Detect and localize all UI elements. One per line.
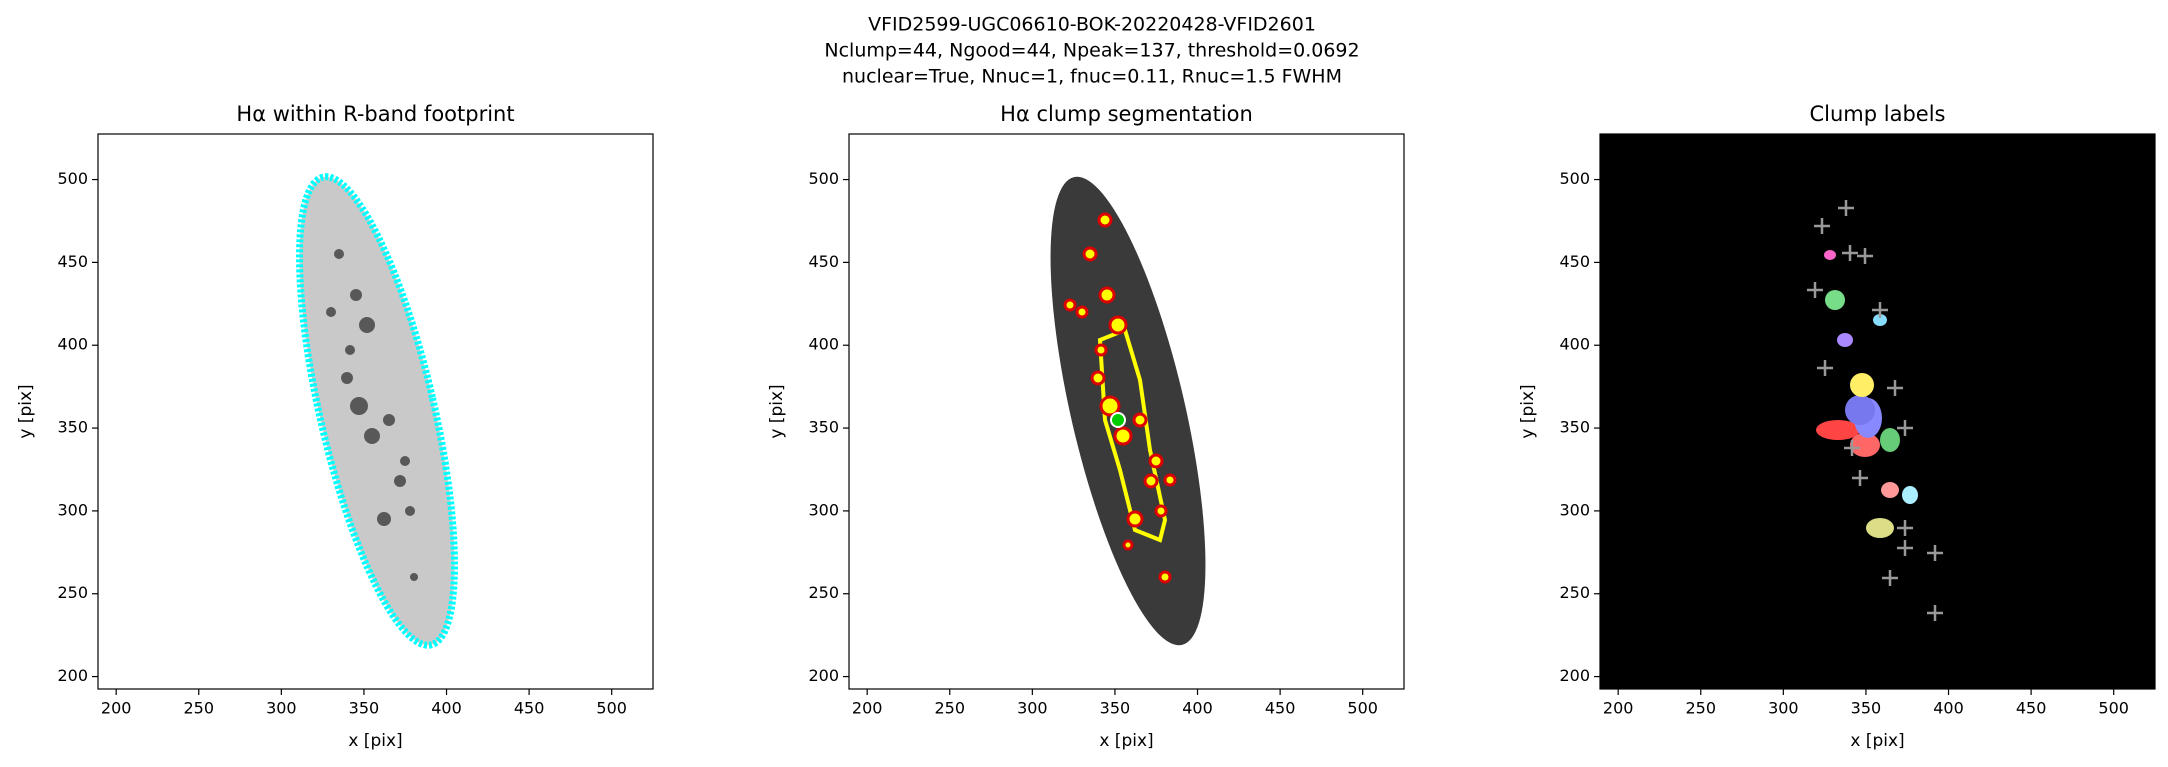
peaks [1807,200,1943,621]
clumps [326,249,418,581]
x-tick-label: 350 [1100,699,1131,718]
image [1050,176,1206,646]
axes-frame [1599,133,2156,690]
x-tick-label: 400 [1182,699,1213,718]
suptitle: Nclump=44, Ngood=44, Npeak=137, threshol… [824,40,1359,62]
y-axis-label: y [pix] [16,384,36,438]
y-tick-label: 500 [808,169,839,188]
y-tick-label: 450 [1559,252,1590,271]
y-tick-label: 350 [808,418,839,437]
x-axis-label: x [pix] [1850,731,1904,751]
x-tick-label: 200 [852,699,883,718]
x-tick-label: 300 [266,699,297,718]
y-tick-label: 200 [808,666,839,685]
y-tick-label: 400 [1559,335,1590,354]
y-tick-label: 450 [808,252,839,271]
suptitle: VFID2599-UGC06610-BOK-20220428-VFID2601 [868,14,1316,36]
y-tick-label: 200 [57,666,88,685]
x-tick-label: 350 [349,699,380,718]
image [296,173,458,649]
x-tick-label: 250 [183,699,214,718]
axes-title: Hα clump segmentation [1000,102,1253,126]
y-tick-label: 400 [808,335,839,354]
nucleus [1110,412,1126,428]
image [1807,200,1943,621]
x-tick-label: 400 [1933,699,1964,718]
x-tick-label: 500 [1347,699,1378,718]
y-tick-label: 400 [57,335,88,354]
x-axis-label: x [pix] [348,731,402,751]
axes-frame [848,133,1405,690]
x-tick-label: 450 [514,699,545,718]
y-tick-label: 450 [57,252,88,271]
x-tick-label: 250 [934,699,965,718]
x-tick-label: 500 [596,699,627,718]
x-tick-label: 300 [1017,699,1048,718]
y-tick-label: 300 [57,500,88,519]
x-tick-label: 450 [2016,699,2047,718]
axes-frame [97,133,654,690]
suptitle: nuclear=True, Nnuc=1, fnuc=0.11, Rnuc=1.… [842,66,1342,88]
x-tick-label: 200 [101,699,132,718]
y-axis-label: y [pix] [1518,384,1538,438]
x-tick-label: 450 [1265,699,1296,718]
galaxy [296,173,458,649]
x-tick-label: 200 [1603,699,1634,718]
y-tick-label: 250 [57,583,88,602]
y-tick-label: 200 [1559,666,1590,685]
y-tick-label: 500 [57,169,88,188]
y-tick-label: 300 [1559,500,1590,519]
y-tick-label: 250 [808,583,839,602]
galaxy [1050,176,1206,646]
x-axis-label: x [pix] [1099,731,1153,751]
axes-title: Clump labels [1810,102,1946,126]
x-tick-label: 500 [2098,699,2129,718]
y-tick-label: 250 [1559,583,1590,602]
y-tick-label: 350 [1559,418,1590,437]
x-tick-label: 300 [1768,699,1799,718]
y-tick-label: 350 [57,418,88,437]
clumps [1063,212,1177,584]
x-tick-label: 350 [1851,699,1882,718]
segment [1097,327,1168,543]
labels [1816,250,1918,538]
y-tick-label: 500 [1559,169,1590,188]
x-tick-label: 250 [1685,699,1716,718]
y-tick-label: 300 [808,500,839,519]
x-tick-label: 400 [431,699,462,718]
axes-title: Hα within R-band footprint [236,102,514,126]
y-axis-label: y [pix] [767,384,787,438]
